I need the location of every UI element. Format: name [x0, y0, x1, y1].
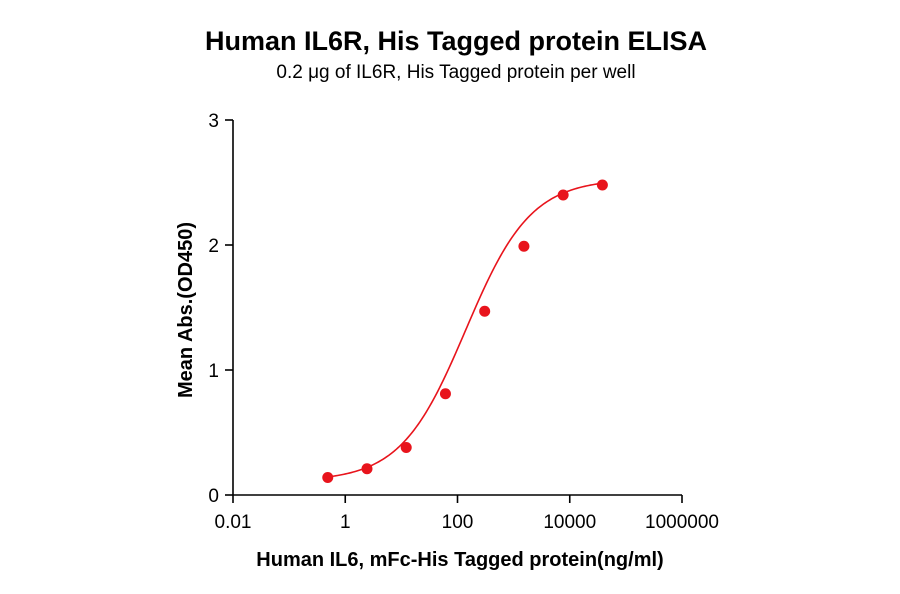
data-point: [322, 472, 334, 483]
fit-curve: [327, 182, 603, 478]
data-point: [518, 240, 530, 252]
x-axis-ticks: 0.01 1 100 10000 1000000: [215, 495, 719, 533]
chart-title: Human IL6R, His Tagged protein ELISA: [205, 26, 707, 56]
x-axis-title: Human IL6, mFc-His Tagged protein(ng/ml): [256, 549, 663, 571]
axes: [232, 120, 682, 496]
data-point: [479, 305, 491, 317]
x-tick-label: 0.01: [215, 512, 252, 533]
y-tick-label: 3: [208, 111, 219, 132]
data-point: [439, 388, 451, 400]
data-points: [322, 179, 608, 483]
y-axis-title: Mean Abs.(OD450): [175, 222, 197, 398]
x-tick-label: 100: [442, 512, 474, 533]
data-point: [596, 179, 608, 191]
data-point: [557, 189, 569, 201]
y-tick-label: 2: [208, 236, 219, 257]
y-tick-label: 0: [208, 486, 219, 507]
x-tick-label: 1000000: [645, 512, 719, 533]
fit-curve-group: [327, 182, 603, 478]
x-tick-label: 10000: [543, 512, 596, 533]
y-axis-ticks: 0 1 2 3: [208, 111, 233, 507]
chart-subtitle: 0.2 μg of IL6R, His Tagged protein per w…: [276, 62, 635, 83]
data-point: [361, 463, 373, 475]
data-point: [400, 442, 412, 453]
x-tick-label: 1: [340, 512, 351, 533]
y-tick-label: 1: [208, 361, 219, 382]
